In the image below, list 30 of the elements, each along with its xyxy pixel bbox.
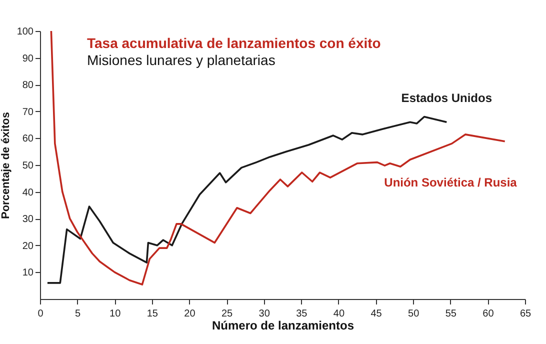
text: Misiones lunares y planetarias (87, 52, 276, 68)
x-tick-label: 15 (146, 308, 158, 320)
y-tick-label: 10 (22, 268, 34, 279)
y-axis-title: Porcentaje de éxitos (0, 112, 12, 219)
x-axis-title: Número de lanzamientos (212, 318, 354, 332)
x-tick-label: 25 (221, 308, 234, 320)
y-tick-label: 70 (22, 106, 34, 118)
x-tick-label: 10 (110, 308, 122, 320)
x-tick-label: 50 (408, 308, 420, 320)
y-tick-label: 60 (22, 134, 34, 145)
y-tick-label: 100 (16, 26, 34, 38)
series-label: Estados Unidos (401, 91, 492, 106)
x-tick-label: 30 (258, 308, 270, 320)
y-tick-label: 40 (22, 187, 34, 198)
y-tick-label: 80 (22, 80, 34, 92)
x-tick-label: 5 (75, 308, 82, 320)
y-tick-label: 90 (22, 53, 34, 64)
x-tick-label: 20 (184, 308, 196, 320)
y-tick-label: 50 (22, 160, 34, 172)
y-tick-label: 20 (22, 240, 34, 252)
x-tick-label: 0 (38, 308, 44, 320)
series-label: Unión Soviética / Rusia (384, 175, 518, 190)
x-tick-label: 35 (296, 308, 308, 320)
x-tick-label: 40 (333, 308, 345, 320)
x-tick-label: 55 (445, 308, 457, 320)
x-tick-label: 60 (482, 308, 494, 320)
x-tick-label: 65 (520, 308, 532, 320)
x-tick-label: 45 (370, 308, 382, 320)
chart-title: Tasa acumulativa de lanzamientos con éxito (87, 35, 381, 51)
y-tick-label: 30 (22, 214, 34, 226)
